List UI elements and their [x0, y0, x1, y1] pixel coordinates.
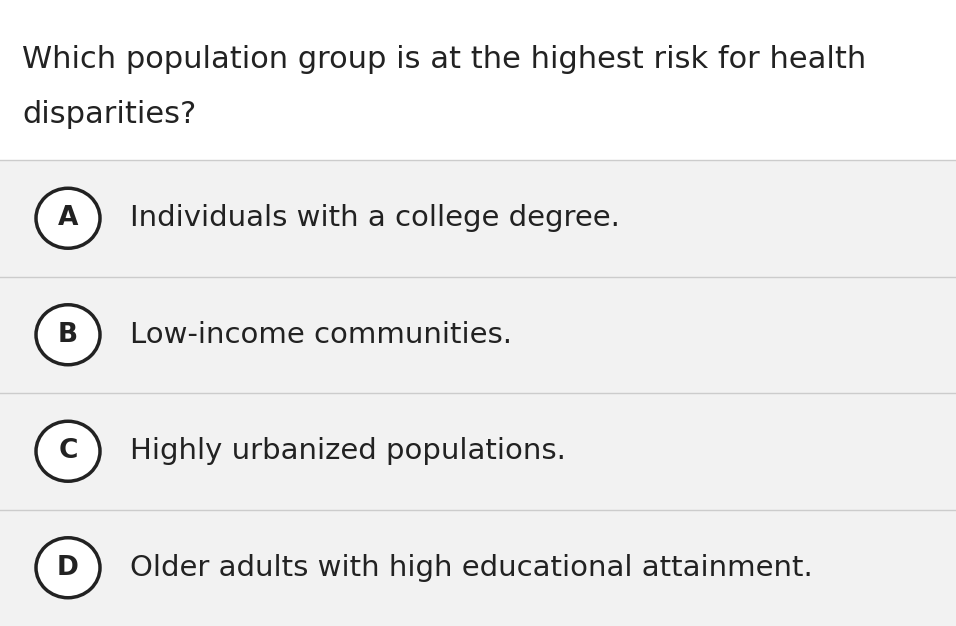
Text: disparities?: disparities?: [22, 100, 196, 129]
Bar: [0, 160, 956, 277]
Bar: [0, 393, 956, 510]
Bar: [0, 0, 956, 160]
Bar: [0, 277, 956, 393]
Text: Older adults with high educational attainment.: Older adults with high educational attai…: [130, 554, 813, 582]
Text: Low-income communities.: Low-income communities.: [130, 321, 512, 349]
Text: Which population group is at the highest risk for health: Which population group is at the highest…: [22, 45, 866, 74]
Ellipse shape: [36, 188, 100, 249]
Text: Individuals with a college degree.: Individuals with a college degree.: [130, 204, 619, 232]
Ellipse shape: [36, 421, 100, 481]
Text: C: C: [58, 438, 77, 464]
Text: Highly urbanized populations.: Highly urbanized populations.: [130, 437, 566, 465]
Text: D: D: [57, 555, 79, 581]
Ellipse shape: [36, 305, 100, 365]
Text: B: B: [58, 322, 78, 348]
Text: A: A: [57, 205, 78, 231]
Ellipse shape: [36, 538, 100, 598]
Bar: [0, 510, 956, 626]
